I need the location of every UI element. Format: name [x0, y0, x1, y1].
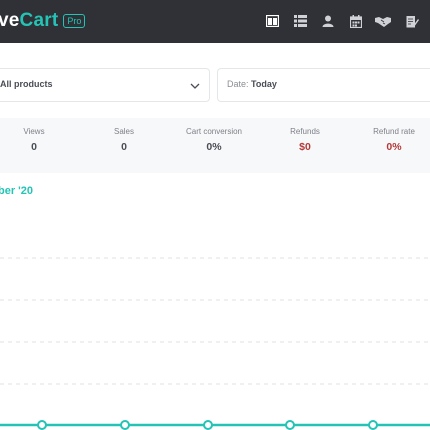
stat-sales: Sales 0: [84, 127, 164, 153]
date-filter-value: Today: [251, 79, 277, 89]
brand-name-prefix: ve: [0, 10, 20, 31]
brand-name-accent: Cart: [19, 10, 59, 31]
stat-label: Refund rate: [373, 127, 415, 136]
stat-views: Views 0: [0, 127, 74, 153]
chart-data-point[interactable]: [37, 420, 47, 430]
date-filter-label: Date:: [227, 79, 249, 89]
brand-name: veCart: [0, 10, 58, 32]
stat-value: 0%: [206, 141, 222, 153]
stat-cart-conversion: Cart conversion 0%: [174, 127, 254, 153]
date-filter[interactable]: Date: Today: [217, 68, 430, 102]
stat-value: 0%: [386, 141, 402, 153]
stat-refund-rate: Refund rate 0%: [354, 127, 430, 153]
sales-line-chart: [0, 257, 430, 430]
chart-title: ber '20: [0, 185, 34, 197]
stat-value: 0: [31, 141, 37, 153]
stat-refunds: Refunds $0: [265, 127, 345, 153]
product-select-value: All products: [0, 79, 53, 89]
stat-label: Sales: [113, 127, 134, 136]
handshake-icon[interactable]: [374, 13, 392, 29]
list-grid-icon[interactable]: [292, 13, 308, 29]
filter-row: All products Date: Today: [0, 60, 430, 108]
nav-icon-group: [240, 0, 430, 43]
stat-label: Views: [23, 127, 45, 136]
brand-logo[interactable]: veCart Pro: [0, 10, 86, 32]
product-select[interactable]: All products: [0, 68, 210, 102]
chart-data-point[interactable]: [120, 420, 130, 430]
chart-data-point[interactable]: [368, 420, 378, 430]
chart-data-point[interactable]: [285, 420, 295, 430]
stat-label: Refunds: [290, 127, 320, 136]
user-icon[interactable]: [320, 13, 336, 29]
calendar-icon[interactable]: [348, 13, 364, 29]
stat-label: Cart conversion: [185, 127, 243, 136]
stat-value: $0: [299, 141, 311, 153]
edit-document-icon[interactable]: [404, 13, 420, 29]
top-navigation-bar: veCart Pro: [0, 0, 430, 43]
stat-value: 0: [121, 141, 127, 153]
dashboard-icon[interactable]: [264, 13, 280, 29]
pro-badge: Pro: [63, 14, 86, 28]
chart-data-point[interactable]: [203, 420, 213, 430]
chevron-down-icon: [190, 83, 200, 89]
stats-panel: Views 0 Sales 0 Cart conversion 0% Refun…: [0, 118, 430, 173]
